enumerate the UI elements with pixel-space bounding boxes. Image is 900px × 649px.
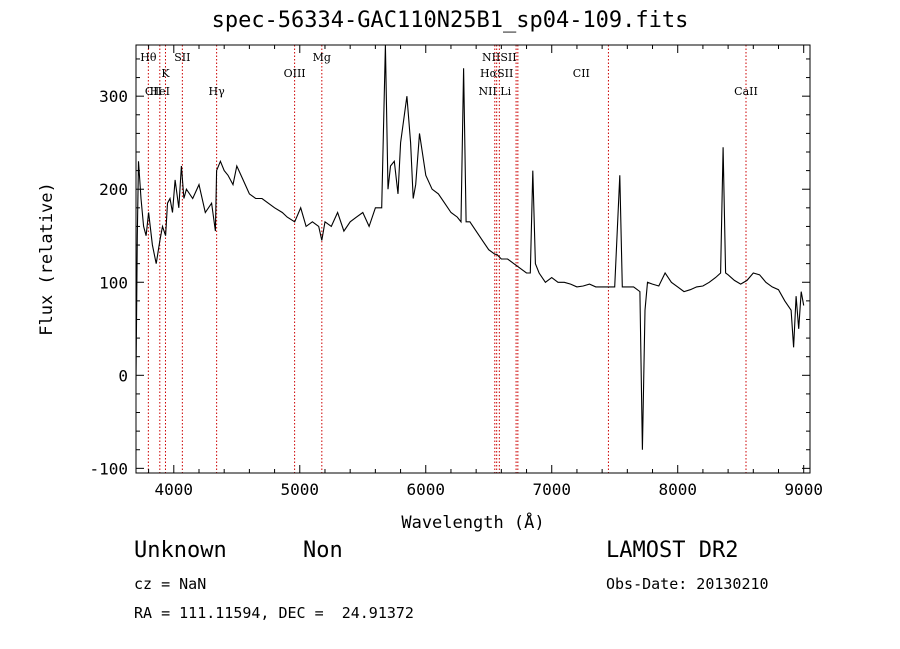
chart-title: spec-56334-GAC110N25B1_sp04-109.fits — [211, 8, 689, 33]
spectral-line-labels: Hθ CII K HeI SII Hγ OIII Mg NIISII HαSII NII Li CII… — [140, 51, 758, 98]
survey-name: LAMOST DR2 — [606, 538, 739, 563]
x-tick-label: 8000 — [658, 480, 697, 499]
line-marker-label: SII — [174, 51, 190, 64]
line-marker-label: HαSII — [480, 67, 513, 80]
y-tick-label: 300 — [99, 87, 128, 106]
x-tick-label: 7000 — [532, 480, 571, 499]
y-axis-label: Flux (relative) — [37, 182, 57, 336]
line-marker-label: OIII — [284, 67, 306, 80]
line-marker-label: Hθ — [140, 51, 157, 64]
x-tick-label: 4000 — [155, 480, 194, 499]
x-tick-label: 9000 — [784, 480, 823, 499]
line-marker-label: K — [161, 67, 170, 80]
x-tick-label: 5000 — [281, 480, 320, 499]
x-axis-label: Wavelength (Å) — [401, 511, 544, 533]
spectral-line-markers — [147, 45, 747, 473]
ra-dec: RA = 111.11594, DEC = 24.91372 — [134, 604, 414, 622]
line-marker-label: CII — [145, 85, 162, 98]
spectral-class: Unknown — [134, 538, 227, 563]
y-tick-label: 200 — [99, 180, 128, 199]
line-marker-label: NIISII — [482, 51, 517, 64]
y-tick-label: 100 — [99, 273, 128, 292]
y-axis: -100 0 100 200 300 — [89, 58, 810, 478]
y-tick-label: 0 — [118, 366, 128, 385]
spectral-subclass: Non — [303, 538, 343, 563]
line-marker-label: HeI — [150, 85, 170, 98]
line-marker-label: Hγ — [209, 85, 226, 98]
x-tick-label: 6000 — [406, 480, 445, 499]
obs-date: Obs-Date: 20130210 — [606, 575, 769, 593]
line-marker-label: CaII — [734, 85, 758, 98]
redshift-cz: cz = NaN — [134, 575, 207, 593]
line-marker-label: Mg — [313, 51, 331, 64]
plot-frame — [135, 44, 811, 474]
line-marker-label: NII Li — [478, 85, 511, 98]
line-marker-label: CII — [573, 67, 590, 80]
y-tick-label: -100 — [89, 459, 128, 478]
spectrum-line — [135, 44, 805, 450]
x-axis: 4000 5000 6000 7000 8000 9000 — [148, 45, 823, 499]
